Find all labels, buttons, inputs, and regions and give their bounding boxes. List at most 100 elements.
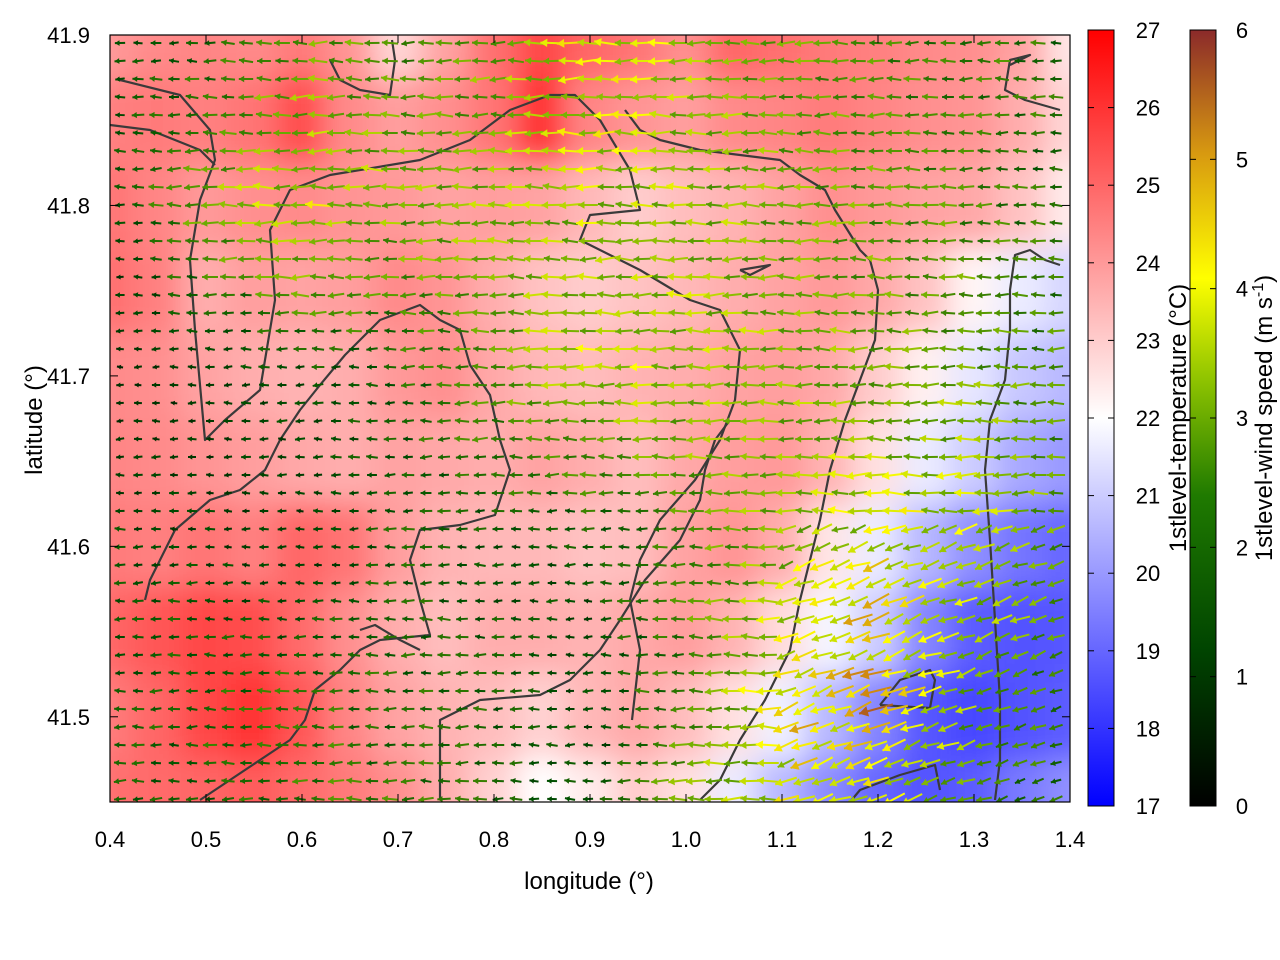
temperature-cell xyxy=(1045,417,1070,505)
wind-vector xyxy=(557,127,583,137)
wind-vector xyxy=(169,94,179,100)
wind-vector xyxy=(452,147,472,155)
wind-vector xyxy=(886,327,902,334)
wind-vector xyxy=(996,165,1008,172)
wind-vector xyxy=(1047,345,1065,353)
wind-vector xyxy=(257,57,271,65)
wind-vector xyxy=(561,237,579,245)
wind-vector xyxy=(453,345,471,353)
wind-vector xyxy=(472,183,488,191)
wind-vector xyxy=(722,255,742,264)
wind-vector xyxy=(255,237,273,244)
wind-vector xyxy=(307,74,329,83)
wind-vector xyxy=(993,381,1011,389)
wind-vector xyxy=(868,237,884,245)
colorbar-tick-label: 17 xyxy=(1136,794,1160,819)
temperature-cell xyxy=(661,502,711,590)
wind-vector xyxy=(814,363,830,371)
wind-vector xyxy=(1013,309,1027,317)
wind-vector xyxy=(740,38,760,47)
wind-vector xyxy=(702,345,726,354)
wind-vector xyxy=(829,399,851,408)
wind-vector xyxy=(795,381,813,389)
wind-vector xyxy=(434,201,454,210)
wind-vector xyxy=(272,272,292,281)
wind-vector xyxy=(830,165,850,173)
colorbar-tick-label: 24 xyxy=(1136,251,1160,276)
wind-vector xyxy=(311,327,325,334)
wind-vector xyxy=(650,75,670,83)
wind-vector xyxy=(134,382,142,388)
wind-vector xyxy=(850,165,866,173)
wind-vector xyxy=(902,327,922,336)
wind-vector xyxy=(940,111,956,119)
wind-vector xyxy=(704,93,724,101)
wind-vector xyxy=(434,218,454,227)
wind-vector xyxy=(366,346,378,353)
wind-vector xyxy=(994,273,1010,281)
temperature-cell xyxy=(613,417,663,505)
wind-vector xyxy=(831,363,849,371)
wind-vector xyxy=(1050,130,1062,136)
wind-vector xyxy=(308,110,328,119)
wind-vector xyxy=(647,38,673,47)
wind-vector xyxy=(472,57,488,65)
wind-vector xyxy=(957,345,975,353)
wind-vector xyxy=(741,255,759,263)
wind-vector xyxy=(347,93,361,101)
temperature-cell xyxy=(997,587,1047,676)
temperature-colorbar: 17 18 19 20 21 22 23 24 25 26 27 1stlevel-temperat… xyxy=(1087,18,1192,819)
wind-vector xyxy=(133,256,143,262)
wind-vector xyxy=(415,254,437,263)
wind-vector xyxy=(813,39,831,47)
wind-vector xyxy=(793,309,815,318)
wind-vector xyxy=(435,273,453,281)
wind-vector xyxy=(904,255,920,263)
wind-vector xyxy=(399,75,417,83)
wind-vector xyxy=(434,165,454,173)
wind-vector xyxy=(240,346,252,352)
wind-vector xyxy=(308,165,328,173)
wind-vector xyxy=(185,237,199,245)
wind-vector xyxy=(150,93,162,100)
wind-vector xyxy=(886,93,902,101)
wind-vector xyxy=(290,147,310,156)
wind-vector xyxy=(723,363,741,371)
wind-vector xyxy=(1014,220,1026,226)
coastline-path xyxy=(119,78,742,721)
wind-vector xyxy=(1014,58,1026,64)
wind-vector xyxy=(1049,237,1063,244)
wind-vector xyxy=(522,326,546,335)
wind-vector xyxy=(419,346,433,353)
wind-vector xyxy=(1031,201,1045,208)
wind-vector xyxy=(723,183,741,191)
temperature-cell xyxy=(277,247,327,335)
wind-vector xyxy=(794,39,814,48)
wind-vector xyxy=(779,93,793,101)
wind-vector xyxy=(922,237,938,245)
wind-vector xyxy=(994,399,1010,407)
wind-vector xyxy=(577,38,599,47)
wind-vector xyxy=(742,147,758,155)
wind-vector xyxy=(558,164,582,174)
wind-vector xyxy=(150,130,162,136)
wind-vector xyxy=(994,183,1010,191)
wind-vector xyxy=(272,255,292,263)
wind-vector xyxy=(523,38,545,47)
wind-vector xyxy=(115,112,125,118)
wind-vector xyxy=(436,363,452,370)
wind-vector xyxy=(867,291,885,299)
wind-vector xyxy=(289,93,311,102)
wind-vector xyxy=(327,165,345,173)
wind-vector xyxy=(976,291,992,299)
wind-vector xyxy=(544,219,560,227)
wind-vector xyxy=(254,273,274,281)
wind-vector xyxy=(976,273,992,281)
wind-vector xyxy=(471,399,489,407)
wind-vector xyxy=(274,93,290,100)
wind-vector xyxy=(238,75,254,83)
wind-vector xyxy=(921,255,939,263)
wind-vector xyxy=(957,327,975,335)
wind-vector xyxy=(941,147,955,155)
wind-vector xyxy=(1032,166,1044,172)
